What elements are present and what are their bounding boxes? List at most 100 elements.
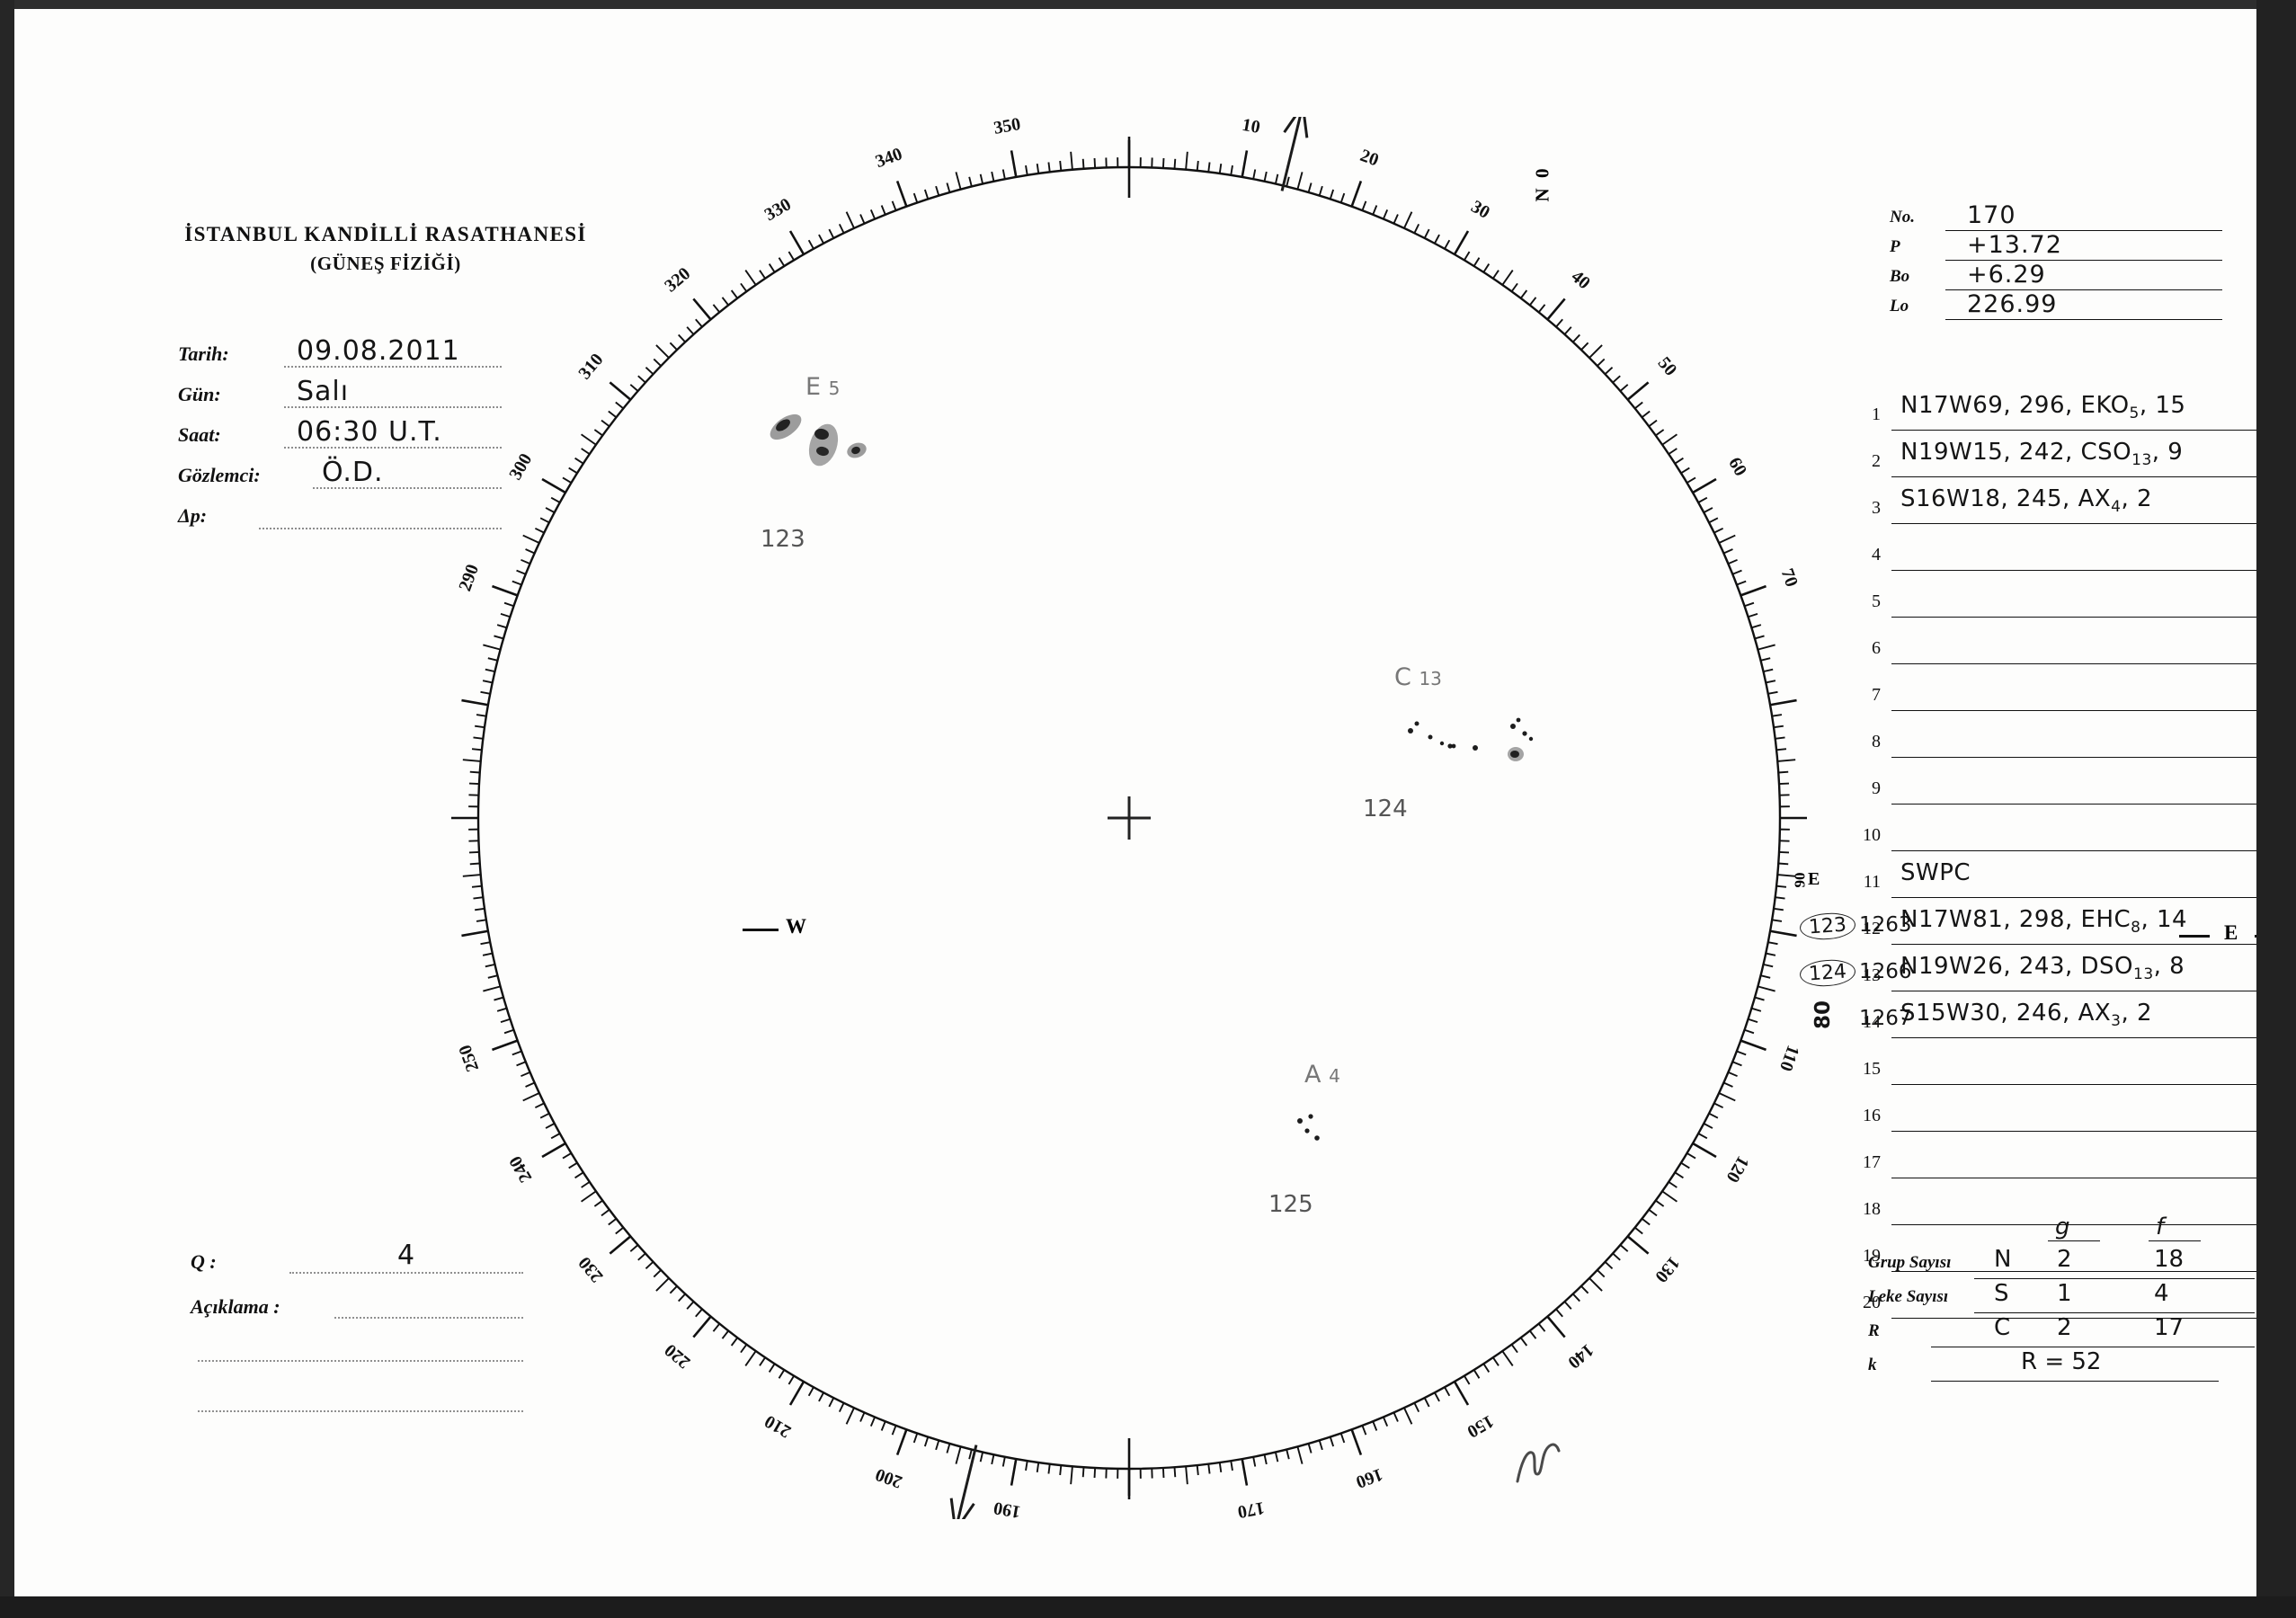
entry-number: 6 xyxy=(1872,638,1881,658)
entry-row[interactable]: 12 N17W81, 298, EHC8, 14 xyxy=(1850,906,2267,955)
entry-row[interactable]: 6 xyxy=(1850,627,2267,674)
param-no[interactable]: No. 170 xyxy=(1890,201,2222,235)
param-lo[interactable]: Lo 226.99 xyxy=(1890,290,2222,324)
group-class-label-123: E 5 xyxy=(805,373,840,401)
field-delta-p[interactable]: Δp: xyxy=(178,499,502,539)
degree-tick-label: 250 xyxy=(455,1042,483,1074)
entry-row[interactable]: 8 xyxy=(1850,721,2267,768)
entry-row[interactable]: 15 xyxy=(1850,1048,2267,1095)
degree-tick-label: 320 xyxy=(661,263,694,296)
summary-row-leke-sayisi-key: S xyxy=(1994,1280,2009,1307)
group-class-letter: C xyxy=(1394,663,1411,691)
group-number-label-123: 123 xyxy=(761,526,805,553)
summary-row-k[interactable]: k R = 52 xyxy=(1868,1348,2228,1384)
entry-row[interactable]: 2 N19W15, 242, CSO13, 9 xyxy=(1850,439,2267,487)
summary-row-leke-sayisi[interactable]: Leke Sayısı S 1 4 xyxy=(1868,1280,2255,1316)
entry-row[interactable]: 3 S16W18, 245, AX4, 2 xyxy=(1850,485,2267,534)
field-gun-rule xyxy=(284,406,502,408)
degree-tick-label: 350 xyxy=(992,117,1022,138)
paper-sheet: İSTANBUL KANDİLLİ RASATHANESİ (GÜNEŞ FİZ… xyxy=(14,9,2294,1618)
entry-row[interactable]: 5 xyxy=(1850,581,2267,627)
degree-tick-label: 310 xyxy=(574,350,607,383)
entry-number: 8 xyxy=(1872,732,1881,751)
degree-tick-label: 120 xyxy=(1722,1152,1753,1186)
field-q-rule xyxy=(289,1272,523,1274)
field-aciklama-label: Açıklama : xyxy=(191,1295,280,1318)
p-angle-arrow xyxy=(949,1445,978,1519)
entry-row[interactable]: 17 xyxy=(1850,1142,2267,1188)
summary-row-r-f: 17 xyxy=(2154,1314,2185,1341)
entry-number: 13 xyxy=(1863,965,1881,985)
entry-row[interactable]: 14 S15W30, 246, AX3, 2 xyxy=(1850,1000,2267,1048)
degree-tick-label: 280 xyxy=(446,681,449,711)
degree-tick-label: 160 xyxy=(1353,1464,1385,1492)
param-p[interactable]: P +13.72 xyxy=(1890,231,2222,264)
entry-row[interactable]: 18 xyxy=(1850,1188,2267,1235)
param-no-label: No. xyxy=(1890,208,1915,227)
summary-row-r-g: 2 xyxy=(2057,1314,2072,1341)
param-bo[interactable]: Bo +6.29 xyxy=(1890,261,2222,294)
scan-edge-right xyxy=(2256,0,2296,1618)
entry-row[interactable]: 4 xyxy=(1850,534,2267,581)
field-aciklama[interactable]: Açıklama : xyxy=(191,1290,523,1335)
entry-value: S15W30, 246, AX3, 2 xyxy=(1900,1000,2153,1031)
field-tarih[interactable]: Tarih: 09.08.2011 xyxy=(178,335,502,378)
param-no-rule xyxy=(1945,230,2222,231)
summary-row-r-label: R xyxy=(1868,1321,1880,1340)
entry-rule xyxy=(1891,944,2267,945)
entry-rule xyxy=(1891,1318,2267,1319)
degree-tick-label: 50 xyxy=(1654,353,1681,379)
entry-rule xyxy=(1891,570,2267,571)
param-bo-label: Bo xyxy=(1890,267,1910,286)
p-angle-arrow xyxy=(1280,117,1309,191)
aciklama-extra-rule-1 xyxy=(198,1360,523,1362)
entry-row[interactable]: 7 xyxy=(1850,674,2267,721)
entry-row[interactable]: 20 xyxy=(1850,1282,2267,1329)
summary-row-k-rule xyxy=(1931,1381,2219,1382)
degree-tick-label: 290 xyxy=(455,562,483,594)
summary-col-g-rule xyxy=(2048,1240,2100,1241)
entry-row[interactable]: 11 SWPC xyxy=(1850,859,2267,908)
aciklama-extra-line-1[interactable] xyxy=(191,1335,523,1385)
entry-row[interactable]: 1 N17W69, 296, EKO5, 15 xyxy=(1850,392,2267,440)
summary-column-headers: g f xyxy=(1868,1214,2228,1248)
field-gun[interactable]: Gün: Salı xyxy=(178,376,502,418)
group-number-label-124: 124 xyxy=(1363,796,1408,822)
summary-col-f: f xyxy=(2156,1214,2165,1240)
degree-tick-label: 140 xyxy=(1564,1340,1597,1373)
field-saat-rule xyxy=(284,447,502,449)
stray-pencil-scribble xyxy=(1516,1443,1561,1483)
entry-number: 5 xyxy=(1872,591,1881,611)
field-saat[interactable]: Saat: 06:30 U.T. xyxy=(178,416,502,458)
gutter-noaa-number: 1266 xyxy=(1859,960,1912,983)
entry-row[interactable]: 9 xyxy=(1850,768,2267,814)
degree-tick-label: 200 xyxy=(873,1464,905,1492)
group-class-label-124: C 13 xyxy=(1394,663,1442,691)
field-q-value: 4 xyxy=(397,1240,415,1271)
entry-rule xyxy=(1891,617,2267,618)
field-gozlemci[interactable]: Gözlemci: Ö.D. xyxy=(178,457,502,499)
entry-rule xyxy=(1891,710,2267,711)
entry-row[interactable]: 10 xyxy=(1850,814,2267,861)
summary-row-leke-sayisi-rule xyxy=(1974,1312,2255,1313)
summary-col-g: g xyxy=(2055,1214,2070,1240)
field-gozlemci-label: Gözlemci: xyxy=(178,464,261,486)
degree-tick-label: 240 xyxy=(505,1152,536,1186)
summary-row-grup-sayisi-f: 18 xyxy=(2154,1246,2185,1273)
entry-number: 19 xyxy=(1863,1246,1881,1266)
gutter-noaa-number: 1267 xyxy=(1859,1007,1912,1030)
entry-number: 4 xyxy=(1872,545,1881,565)
observation-meta-fields: Tarih: 09.08.2011 Gün: Salı Saat: 06:30 … xyxy=(178,335,502,539)
summary-row-r[interactable]: R C 2 17 xyxy=(1868,1314,2255,1350)
entry-rule xyxy=(1891,1084,2267,1085)
entry-row[interactable]: 13 N19W26, 243, DSO13, 8 xyxy=(1850,953,2267,1001)
summary-row-grup-sayisi[interactable]: Grup Sayısı N 2 18 xyxy=(1868,1246,2255,1282)
field-q[interactable]: Q : 4 xyxy=(191,1240,523,1290)
entry-number: 12 xyxy=(1863,919,1881,938)
observatory-name: İSTANBUL KANDİLLİ RASATHANESİ xyxy=(184,223,587,245)
entry-row[interactable]: 16 xyxy=(1850,1095,2267,1142)
aciklama-extra-line-2[interactable] xyxy=(191,1385,523,1436)
entry-row[interactable]: 19 xyxy=(1850,1235,2267,1282)
summary-row-grup-sayisi-key: N xyxy=(1994,1246,2012,1273)
field-q-label: Q : xyxy=(191,1250,217,1273)
